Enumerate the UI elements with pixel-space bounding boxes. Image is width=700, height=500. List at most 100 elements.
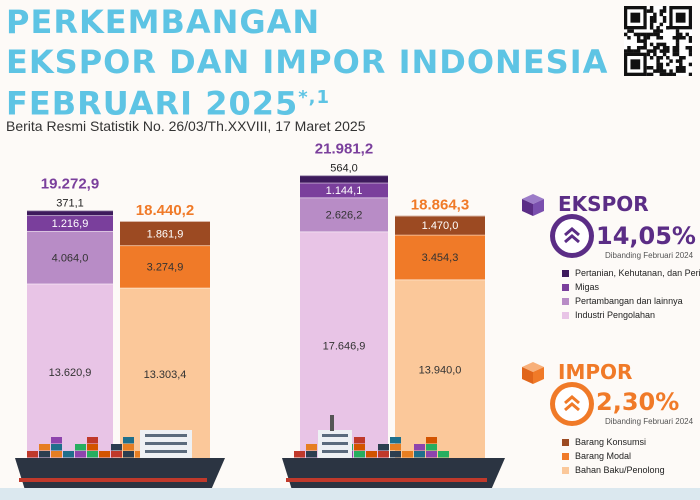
qr-module (666, 62, 670, 67)
qr-module (688, 36, 693, 40)
ship-container (378, 451, 389, 458)
ship-container (366, 451, 377, 458)
qr-module (640, 39, 644, 43)
ship-bridge-window (145, 442, 187, 445)
qr-module (659, 62, 664, 67)
subtitle: Berita Resmi Statistik No. 26/03/Th.XXVI… (6, 118, 366, 134)
qr-module (662, 72, 667, 77)
qr-module (640, 32, 644, 37)
ekspor-cube-icon (520, 192, 546, 223)
qr-module (669, 69, 673, 73)
qr-module (649, 19, 654, 23)
qr-module (649, 16, 654, 20)
bar-segment (395, 215, 485, 235)
qr-module (688, 52, 693, 57)
ship-container (294, 451, 305, 458)
qr-module (662, 46, 667, 50)
qr-module (672, 46, 677, 50)
ship-container (414, 444, 425, 451)
qr-module (653, 69, 657, 73)
qr-module (636, 36, 641, 40)
data-label: 4.064,0 (52, 252, 89, 264)
qr-module (646, 9, 651, 13)
qr-module (659, 9, 664, 13)
bar-segment (27, 283, 113, 460)
data-label: 1.216,9 (52, 218, 89, 230)
ship-hull (282, 458, 505, 490)
qr-module (643, 32, 647, 37)
ship-container (87, 451, 98, 458)
legend-swatch (562, 452, 569, 460)
bar-segment (300, 182, 388, 198)
ship-container (354, 451, 365, 458)
qr-module (649, 56, 654, 60)
qr-module (659, 72, 664, 77)
legend-impor-item: Barang Modal (562, 451, 631, 461)
ship-container (123, 451, 134, 458)
qr-module (675, 36, 680, 40)
ekspor-compare: Dibanding Februari 2024 (605, 251, 694, 260)
bar-segment (395, 234, 485, 280)
qr-module (656, 32, 660, 37)
ship-container (75, 451, 86, 458)
qr-module (679, 66, 683, 70)
legend-label: Pertambangan dan lainnya (575, 296, 683, 306)
bar-total-label: 21.981,2 (315, 140, 373, 157)
qr-module (630, 29, 634, 33)
qr-module (679, 32, 683, 37)
bar-separator (395, 279, 485, 281)
qr-module (662, 49, 667, 53)
qr-module (643, 42, 647, 47)
qr-module (675, 46, 680, 50)
title-footnote-mark: *,1 (298, 87, 331, 108)
bar-separator (27, 283, 113, 285)
ship-container (354, 437, 365, 444)
qr-module (669, 59, 673, 63)
title-line-2: EKSPOR DAN IMPOR INDONESIA (6, 43, 609, 81)
qr-module (627, 46, 631, 50)
legend-label: Barang Konsumsi (575, 437, 647, 447)
title-line-1: PERKEMBANGAN (6, 3, 321, 41)
qr-module (659, 22, 664, 27)
ship-mast (330, 415, 334, 431)
legend-label: Migas (575, 282, 600, 292)
data-label: 13.303,4 (144, 369, 187, 381)
qr-module (662, 9, 667, 13)
bar-segment (27, 215, 113, 231)
impor-compare: Dibanding Februari 2024 (605, 417, 694, 426)
legend-label: Industri Pengolahan (575, 310, 656, 320)
qr-module (653, 32, 657, 37)
ship-container (390, 437, 401, 444)
qr-module (666, 49, 670, 53)
qr-module (659, 12, 664, 17)
qr-module (679, 36, 683, 40)
qr-module (675, 32, 680, 37)
qr-module (666, 72, 670, 77)
bar-segment (120, 245, 210, 288)
ship-container (123, 444, 134, 451)
data-label: 13.620,9 (49, 367, 92, 379)
qr-module (659, 49, 664, 53)
ship-container (111, 444, 122, 451)
qr-module (688, 39, 693, 43)
qr-module (682, 36, 686, 40)
qr-module (662, 42, 667, 47)
qr-module (653, 16, 657, 20)
data-label: 3.454,3 (422, 252, 459, 264)
qr-module (662, 19, 667, 23)
qr-module (679, 69, 683, 73)
ekspor-up-badge-icon (550, 214, 594, 258)
ship-container (354, 444, 365, 451)
qr-code-icon[interactable] (624, 6, 693, 77)
ship-bridge-window (322, 434, 348, 437)
ship-container (27, 451, 38, 458)
qr-module (649, 66, 654, 70)
qr-module (679, 59, 683, 63)
data-label: 1.470,0 (422, 220, 459, 232)
ship-container (63, 451, 74, 458)
bar-segment (300, 197, 388, 232)
bar-segment (27, 210, 113, 216)
qr-module (659, 29, 664, 33)
qr-module (675, 69, 680, 73)
